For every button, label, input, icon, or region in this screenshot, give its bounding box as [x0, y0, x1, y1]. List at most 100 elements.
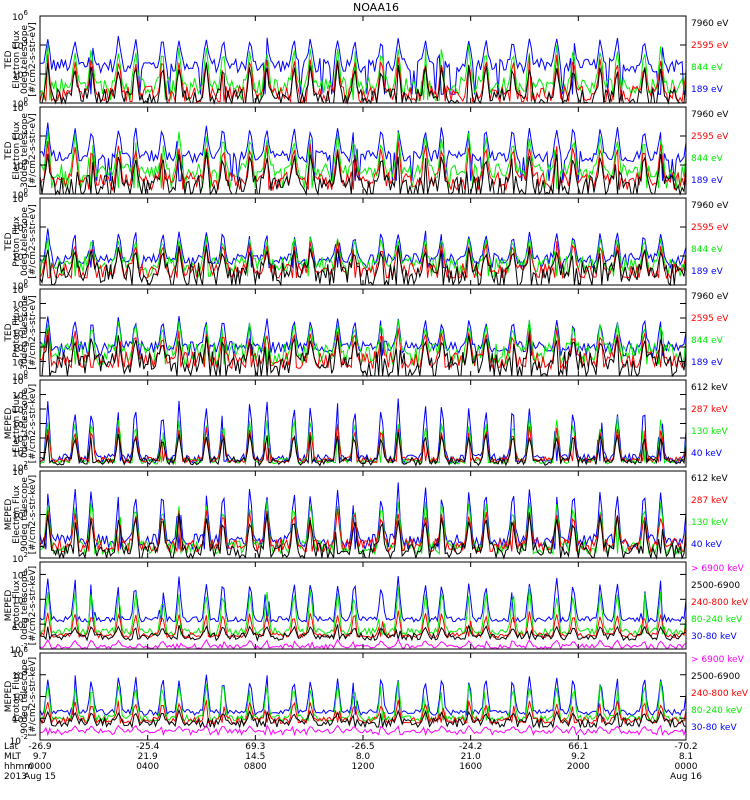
x-row-label: MLT: [4, 752, 22, 762]
series-line-40-kev: [39, 398, 687, 465]
x-tick-label: Aug 15: [24, 772, 56, 782]
x-tick-label: 9.7: [33, 752, 47, 762]
x-row-label: hhmm: [4, 762, 33, 772]
legend-entry: 844 eV: [691, 245, 724, 255]
series-line-40-kev: [39, 482, 687, 552]
x-tick-label: -26.5: [351, 742, 374, 752]
x-tick-label: 8.0: [356, 752, 371, 762]
y-tick-label: 102: [12, 551, 28, 565]
legend-entry: 189 eV: [691, 85, 724, 95]
series-line-240-800-kev: [39, 610, 687, 639]
x-tick-label: 1200: [352, 762, 375, 772]
series-line-844-ev: [39, 129, 687, 189]
y-axis-label: TEDProton Flux0deg telescope[#/cm2-s-str…: [4, 204, 38, 279]
y-axis-label: TEDElectron Flux30deg telescope[#/cm2-s-…: [4, 113, 38, 188]
series-line-30-80-kev: [39, 674, 687, 717]
series-line-80-240-kev: [39, 681, 687, 723]
x-tick-label: 14.5: [245, 752, 265, 762]
x-tick-label: 9.2: [571, 752, 585, 762]
x-tick-label: 66.1: [568, 742, 588, 752]
legend-entry: 2595 eV: [691, 223, 729, 233]
x-tick-label: 8.1: [679, 752, 693, 762]
legend-entry: 7960 eV: [691, 110, 729, 120]
x-row-label: Lat: [4, 742, 19, 752]
legend-entry: 287 keV: [691, 405, 728, 415]
x-tick-label: 0400: [136, 762, 159, 772]
legend-entry: 80-240 keV: [691, 706, 743, 716]
legend-entry: 2595 eV: [691, 314, 729, 324]
x-tick-label: 69.3: [245, 742, 265, 752]
series-line-7960-ev: [39, 151, 687, 196]
x-tick-label: -24.2: [459, 742, 482, 752]
legend-entry: 2595 eV: [691, 41, 729, 51]
legend-entry: 130 keV: [691, 427, 728, 437]
x-tick-label: -25.4: [136, 742, 160, 752]
series-line-189-ev: [39, 228, 687, 270]
x-tick-label: -26.9: [28, 742, 52, 752]
series-line-2595-ev: [39, 54, 687, 104]
series-line-2595-ev: [39, 240, 687, 280]
legend-entry: 189 eV: [691, 358, 724, 368]
legend-entry: 612 keV: [691, 383, 728, 393]
legend-entry: 844 eV: [691, 154, 724, 164]
y-axis-label: TEDProton Flux30deg telescope[#/cm2-s-st…: [4, 295, 38, 370]
y-axis-label: TEDElectron Flux0deg telescope[#/cm2-s-s…: [4, 22, 38, 97]
series-line-287-kev: [39, 508, 687, 554]
legend-entry: 80-240 keV: [691, 615, 743, 625]
y-tick-label: 106: [12, 9, 28, 23]
x-tick-label: 1600: [459, 762, 482, 772]
series-line-2500-6900: [39, 708, 687, 729]
y-axis-label: MEPEDElectron Flux0deg telescope[#/cm2-s…: [4, 384, 38, 463]
legend-entry: 189 eV: [691, 176, 724, 186]
legend-entry: 189 eV: [691, 267, 724, 277]
series-line--6900-kev: [39, 724, 687, 737]
legend-entry: 2500-6900: [691, 672, 740, 682]
legend-entry: 844 eV: [691, 336, 724, 346]
x-tick-label: 2000: [567, 762, 590, 772]
chart-title: NOAA16: [353, 1, 399, 14]
series-line-844-ev: [39, 43, 687, 101]
x-tick-label: 21.0: [461, 752, 481, 762]
legend-entry: 844 eV: [691, 63, 724, 73]
legend-entry: 240-800 keV: [691, 689, 749, 699]
x-tick-label: Aug 16: [670, 772, 702, 782]
series-line-2500-6900: [39, 624, 687, 642]
legend-entry: 30-80 keV: [691, 723, 737, 733]
legend-entry: 40 keV: [691, 540, 723, 550]
legend-entry: > 6900 keV: [691, 564, 745, 574]
legend-entry: 2500-6900: [691, 581, 740, 591]
x-tick-label: 21.9: [138, 752, 158, 762]
series-line-844-ev: [39, 319, 687, 366]
legend-entry: 40 keV: [691, 449, 723, 459]
y-axis-label: MEPEDElectron Flux90deg telescope[#/cm2-…: [4, 475, 38, 554]
x-tick-label: -70.2: [674, 742, 697, 752]
series-line-80-240-kev: [39, 586, 687, 638]
x-row-label: 2013: [4, 772, 27, 782]
y-axis-label: MEPEDProton Flux0deg telescope[#/cm2-s-s…: [4, 566, 38, 645]
series-line-30-80-kev: [39, 576, 687, 624]
series-line-189-ev: [39, 35, 686, 95]
legend-entry: 30-80 keV: [691, 632, 737, 642]
legend-entry: 7960 eV: [691, 201, 729, 211]
legend-entry: > 6900 keV: [691, 655, 745, 665]
legend-entry: 287 keV: [691, 496, 728, 506]
legend-entry: 2595 eV: [691, 132, 729, 142]
x-tick-label: 0800: [244, 762, 267, 772]
legend-entry: 612 keV: [691, 474, 728, 484]
legend-entry: 130 keV: [691, 518, 728, 528]
x-tick-label: 0000: [29, 762, 52, 772]
legend-entry: 7960 eV: [691, 292, 729, 302]
y-axis-label: MEPEDProton Flux90deg telescope[#/cm2-s-…: [4, 657, 38, 736]
series-line-7960-ev: [40, 60, 687, 105]
